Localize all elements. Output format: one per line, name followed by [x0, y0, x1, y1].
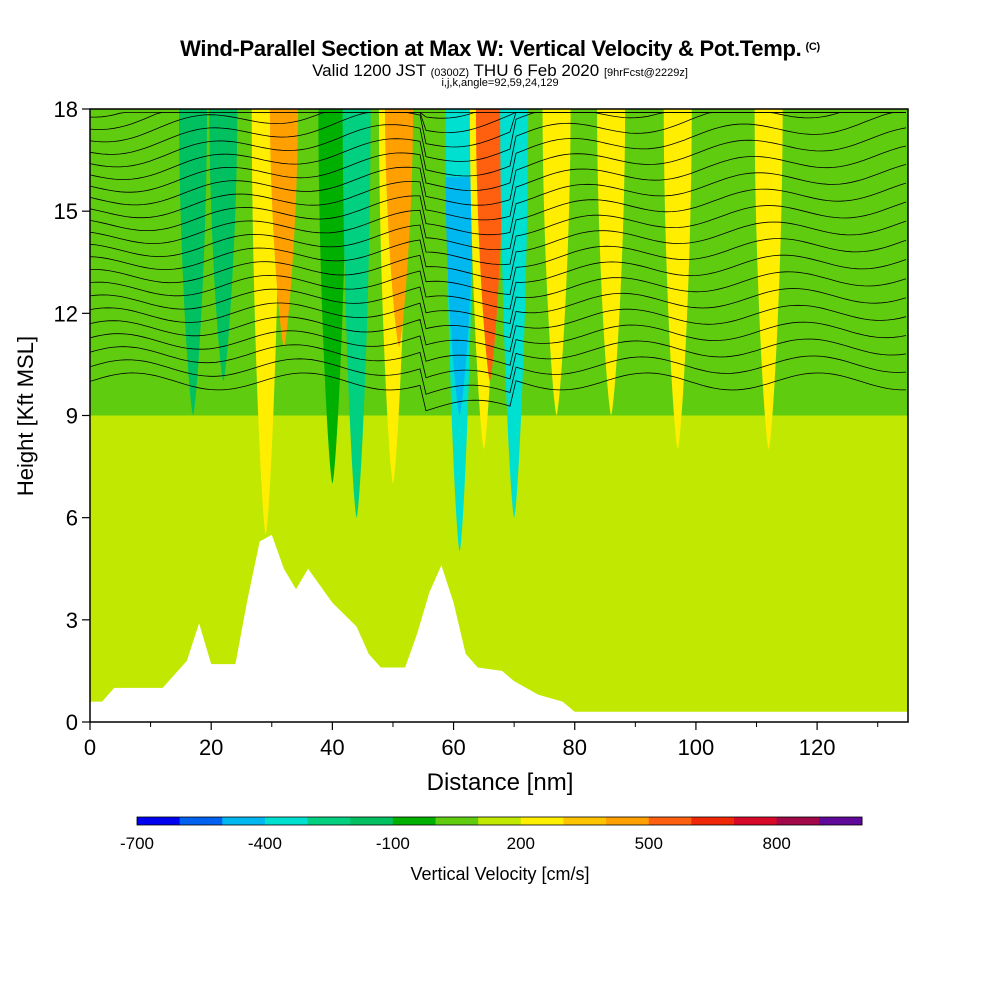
velocity-band: [179, 109, 208, 416]
isentrope-line: [90, 321, 907, 366]
isentrope-line: [90, 145, 907, 221]
colorbar-swatch: [691, 817, 735, 825]
velocity-band: [663, 109, 692, 450]
velocity-band: [754, 109, 783, 450]
colorbar-swatch: [478, 817, 522, 825]
velocity-band: [542, 109, 571, 416]
colorbar-tick-label: -400: [248, 834, 282, 853]
colorbar-swatch: [734, 817, 778, 825]
isentrope-line: [90, 271, 907, 324]
valid-utc: (0300Z): [430, 67, 470, 79]
chart-subtitle: Valid 1200 JST (0300Z) THU 6 Feb 2020 [9…: [0, 61, 1000, 81]
y-tick-label: 15: [54, 199, 78, 224]
colorbar-frame: [136, 816, 863, 826]
terrain: [90, 534, 908, 722]
x-axis-label: Distance [nm]: [427, 769, 574, 796]
isentrope-line: [90, 127, 907, 206]
y-tick-label: 3: [66, 608, 78, 633]
valid-date: THU 6 Feb 2020: [473, 61, 600, 80]
colorbar-tick-label: 500: [635, 834, 663, 853]
colorbar-swatch: [520, 817, 564, 825]
colorbar-swatch: [264, 817, 309, 825]
chart-title: Wind-Parallel Section at Max W: Vertical…: [0, 36, 1000, 62]
velocity-band: [500, 109, 529, 518]
colorbar-tick-label: 800: [763, 834, 791, 853]
isentrope-line: [90, 304, 907, 352]
y-tick-label: 9: [66, 404, 78, 429]
isentrope-line: [90, 288, 907, 339]
copyright-mark: (C): [805, 41, 820, 53]
colorbar-swatch: [435, 817, 479, 825]
section-params: i,j,k,angle=92,59,24,129: [441, 77, 559, 89]
x-tick-label: 80: [562, 735, 586, 760]
isentrope-line: [90, 372, 906, 412]
colorbar-tick-label: -700: [120, 834, 154, 853]
isentrope-line: [90, 201, 907, 265]
colorbar-swatch: [648, 817, 692, 825]
colorbar-swatch: [606, 817, 650, 825]
y-axis-label: Height [Kft MSL]: [13, 336, 38, 496]
velocity-band: [269, 109, 298, 348]
colorbar-label: Vertical Velocity [cm/s]: [410, 864, 589, 884]
x-tick-label: 0: [84, 735, 96, 760]
isentrope-line: [90, 220, 907, 280]
colorbar-swatch: [563, 817, 607, 825]
forecast-info: [9hrFcst@2229z]: [603, 67, 688, 79]
colorbar-swatch: [137, 817, 181, 825]
colorbar-swatch: [222, 817, 266, 825]
chart-title-text: Wind-Parallel Section at Max W: Vertical…: [180, 36, 802, 61]
colorbar-tick-label: 200: [507, 834, 535, 853]
colorbar-swatch: [307, 817, 351, 825]
colorbar-swatch: [350, 817, 394, 825]
colorbar-tick-label: -100: [376, 834, 410, 853]
isentrope-line: [90, 112, 906, 193]
velocity-band: [475, 109, 504, 382]
colorbar-swatch: [392, 817, 437, 825]
valid-prefix: Valid 1200 JST: [312, 61, 426, 80]
colorbar-swatch: [776, 817, 820, 825]
y-tick-label: 18: [54, 97, 78, 122]
x-tick-label: 120: [799, 735, 836, 760]
velocity-band: [445, 177, 474, 416]
velocity-band: [342, 109, 371, 518]
isentrope-line: [90, 238, 907, 295]
isentrope-line: [90, 182, 907, 251]
velocity-band: [318, 109, 347, 484]
colorbar-swatch: [819, 817, 863, 825]
isentrope-line: [90, 112, 906, 118]
x-tick-label: 60: [441, 735, 465, 760]
isentrope-line: [90, 254, 907, 310]
isentrope-line: [90, 338, 907, 380]
y-tick-label: 0: [66, 710, 78, 735]
x-tick-label: 20: [199, 735, 223, 760]
y-tick-label: 12: [54, 301, 78, 326]
colorbar-swatch: [179, 817, 223, 825]
isentrope-line: [90, 355, 907, 395]
velocity-band: [209, 109, 238, 382]
x-tick-label: 100: [678, 735, 715, 760]
x-tick-label: 40: [320, 735, 344, 760]
y-tick-label: 6: [66, 506, 78, 531]
isentrope-line: [90, 164, 907, 236]
